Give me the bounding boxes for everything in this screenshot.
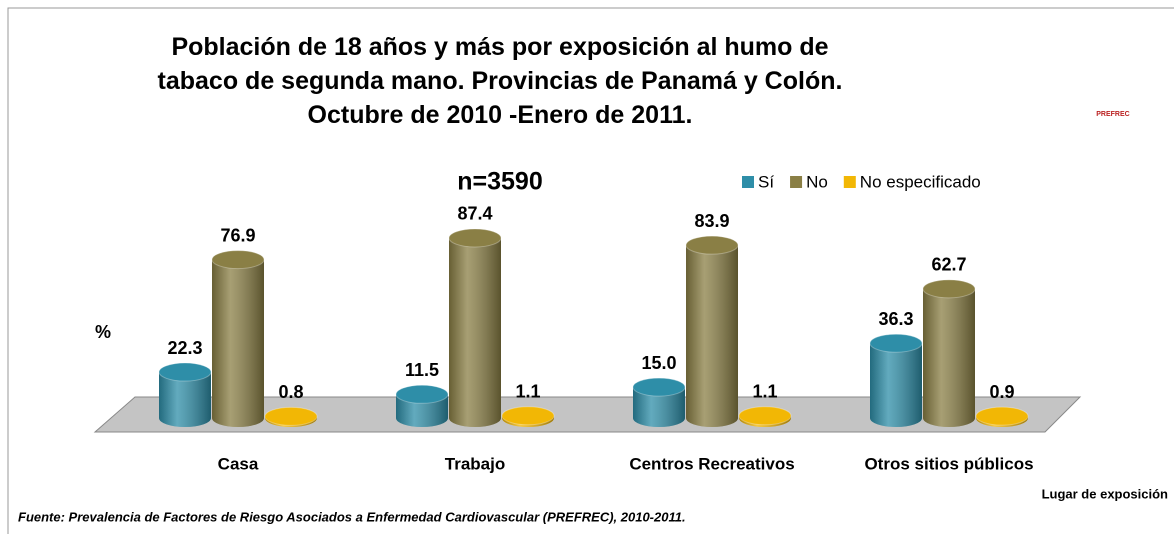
x-tick-label: Casa [218, 454, 259, 473]
bar-top [686, 236, 738, 254]
bar-top [923, 280, 975, 298]
page: n=3590 PREFREC % Lugar de exposición Fue… [0, 0, 1174, 534]
x-tick-label: Centros Recreativos [629, 454, 794, 473]
bar-shading [449, 238, 501, 427]
bar-shading [212, 260, 264, 427]
x-axis-label: Lugar de exposición [1042, 486, 1168, 501]
x-tick-label: Otros sitios públicos [864, 454, 1033, 473]
bar-shading [870, 343, 922, 427]
legend-swatch [844, 176, 856, 188]
bar-top [449, 229, 501, 247]
data-label: 1.1 [515, 381, 540, 401]
data-label: 1.1 [752, 381, 777, 401]
source-note: Fuente: Prevalencia de Factores de Riesg… [18, 509, 686, 524]
logo-text: PREFREC [1096, 111, 1129, 118]
data-label: 0.9 [989, 382, 1014, 402]
data-label: 0.8 [278, 382, 303, 402]
x-tick-label: Trabajo [445, 454, 505, 473]
bar-top [976, 407, 1028, 425]
data-label: 11.5 [405, 360, 439, 380]
legend-swatch [742, 176, 754, 188]
bar-top [502, 407, 554, 425]
bar-top [633, 378, 685, 396]
legend-label: No [806, 172, 828, 191]
data-label: 76.9 [220, 225, 255, 245]
bar-top [159, 363, 211, 381]
bar-shading [923, 289, 975, 427]
data-label: 22.3 [167, 338, 202, 358]
data-label: 87.4 [457, 204, 492, 224]
data-label: 62.7 [931, 255, 966, 275]
legend-label: No especificado [860, 172, 981, 191]
y-axis-label: % [95, 322, 111, 342]
data-label: 36.3 [878, 309, 913, 329]
subtitle: n=3590 [457, 168, 543, 196]
bar-shading [686, 245, 738, 427]
bar-top [870, 334, 922, 352]
bar-top [396, 385, 448, 403]
data-label: 83.9 [694, 211, 729, 231]
bar-top [265, 407, 317, 425]
legend-swatch [790, 176, 802, 188]
bar-top [212, 251, 264, 269]
bar-top [739, 407, 791, 425]
legend-label: Sí [758, 172, 774, 191]
chart-title: Población de 18 años y más por exposició… [135, 30, 865, 132]
data-label: 15.0 [641, 353, 676, 373]
